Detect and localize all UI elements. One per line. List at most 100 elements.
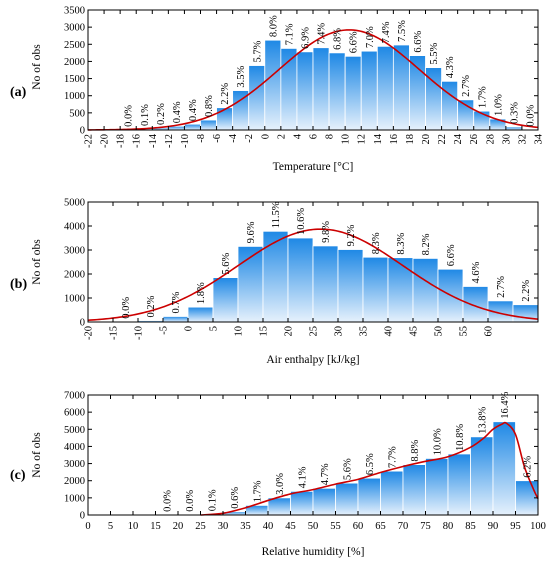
x-tick-label: 45 <box>285 521 296 532</box>
bar <box>441 80 459 131</box>
x-tick-label: -4 <box>228 133 239 142</box>
bar <box>248 65 266 131</box>
bar <box>425 458 449 516</box>
x-tick-label: 0 <box>85 521 90 532</box>
x-tick-label: -16 <box>132 134 143 148</box>
bar-label: 2.7% <box>496 276 507 298</box>
bar-label: 7.4% <box>381 21 392 43</box>
x-tick-label: 65 <box>375 521 386 532</box>
bar-labels-a: 0.0% 0.1% 0.2% 0.4% 0.4% 0.8% 2.2% 3.5% 5.7% 8.0%… <box>124 15 537 127</box>
bar <box>362 256 389 323</box>
bar <box>312 47 330 131</box>
bar-label: 0.1% <box>207 489 218 511</box>
bar <box>357 477 381 516</box>
bar-label: 0.1% <box>140 104 151 126</box>
bar-labels-c: 0.0% 0.0% 0.1% 0.6% 1.7% 3.0% 4.1% 4.7% 5.6% 6.5%… <box>162 391 533 512</box>
x-tick-label: 55 <box>330 521 341 532</box>
x-tick-label: 34 <box>534 133 545 144</box>
bar <box>335 482 359 516</box>
bar-label: 4.1% <box>297 466 308 488</box>
bar-label: 8.8% <box>410 439 421 461</box>
y-tick-label: 2000 <box>64 476 85 487</box>
bar-label: 6.9% <box>300 27 311 49</box>
chart-b: 0.0% 0.2% 0.7% 1.8% 5.6% 9.6% 11.5% 10.6% 9.8% 9.… <box>10 198 539 366</box>
bar-label: 2.2% <box>521 280 532 302</box>
bar <box>402 464 426 516</box>
x-tick-label: -8 <box>196 134 207 143</box>
x-tick-label: 10 <box>341 134 352 145</box>
bar-label: 8.3% <box>371 232 382 254</box>
x-tick-label: 30 <box>218 521 229 532</box>
x-tick-label: 35 <box>240 521 251 532</box>
fit-curve <box>87 228 539 322</box>
chart-a: 0.0% 0.1% 0.2% 0.4% 0.4% 0.8% 2.2% 3.5% 5.7% 8.0%… <box>10 6 545 174</box>
x-tick-label: -12 <box>164 134 175 148</box>
panel-label-c: (c) <box>10 468 26 483</box>
x-tick-label: 22 <box>437 134 448 145</box>
panel-label-a: (a) <box>10 85 27 100</box>
x-tick-label: 60 <box>353 521 364 532</box>
y-tick-label: 5000 <box>64 425 85 436</box>
bar <box>262 230 289 323</box>
bar-label: 0.2% <box>146 295 157 317</box>
bar <box>290 490 314 516</box>
x-tick-label: 40 <box>384 326 395 337</box>
x-tick-label: 25 <box>309 326 320 337</box>
bar-label: 0.8% <box>204 95 215 117</box>
curve-c <box>200 421 539 516</box>
y-tick-label: 500 <box>69 108 85 119</box>
y-axis-title-c: No of obs <box>31 432 43 478</box>
x-tick-label: 20 <box>421 134 432 145</box>
x-tick-label: -10 <box>134 326 145 340</box>
bar <box>200 119 217 131</box>
bar-label: 13.8% <box>477 406 488 433</box>
bar-label: 2.2% <box>220 83 231 105</box>
bar-label: 0.3% <box>509 102 520 124</box>
bar-label: 8.3% <box>396 233 407 255</box>
x-tick-label: 20 <box>173 521 184 532</box>
bar-label: 9.6% <box>246 221 257 243</box>
bar-label: 0.0% <box>525 104 536 126</box>
panel-label-b: (b) <box>10 277 27 292</box>
y-tick-label: 3000 <box>64 23 85 34</box>
bar-label: 0.4% <box>188 99 199 121</box>
bar <box>287 237 314 323</box>
bar-label: 0.6% <box>230 487 241 509</box>
bar <box>264 39 282 131</box>
x-tick-label: 28 <box>485 134 496 145</box>
bar-label: 10.6% <box>296 208 307 235</box>
y-tick-label: 0 <box>80 318 85 329</box>
x-tick-label: -20 <box>100 134 111 148</box>
x-tick-label: 0 <box>260 134 271 139</box>
bar-label: 0.0% <box>162 490 173 512</box>
y-tick-label: 0 <box>80 126 85 137</box>
x-tick-label: 18 <box>405 134 416 145</box>
x-tick-label: -18 <box>116 134 127 148</box>
fit-curve <box>200 421 539 516</box>
bar <box>312 245 339 323</box>
x-tick-label: 50 <box>308 521 319 532</box>
x-tick-label: 15 <box>259 326 270 337</box>
bar-label: 5.5% <box>429 42 440 64</box>
bar <box>447 453 471 516</box>
x-tick-label: 25 <box>195 521 206 532</box>
bar-label: 7.7% <box>387 446 398 468</box>
bar <box>344 55 362 131</box>
bar <box>267 497 291 516</box>
bar <box>162 316 189 323</box>
bar <box>187 306 214 323</box>
bar-label: 6.2% <box>522 456 533 478</box>
bar-label: 1.8% <box>196 282 207 304</box>
x-tick-label: 90 <box>488 521 499 532</box>
x-tick-label: 32 <box>517 134 528 145</box>
x-tick-label: 80 <box>443 521 454 532</box>
x-tick-label: 20 <box>284 326 295 337</box>
x-tick-label: -2 <box>244 134 255 143</box>
ticks-c: 0 1000 2000 3000 4000 5000 6000 7000 0 5 10 15 20 25 3… <box>64 391 546 533</box>
bar <box>462 286 489 323</box>
x-tick-label: -15 <box>109 326 120 340</box>
x-tick-label: 70 <box>398 521 409 532</box>
bar <box>337 249 364 323</box>
bar-label: 7.1% <box>284 23 295 45</box>
